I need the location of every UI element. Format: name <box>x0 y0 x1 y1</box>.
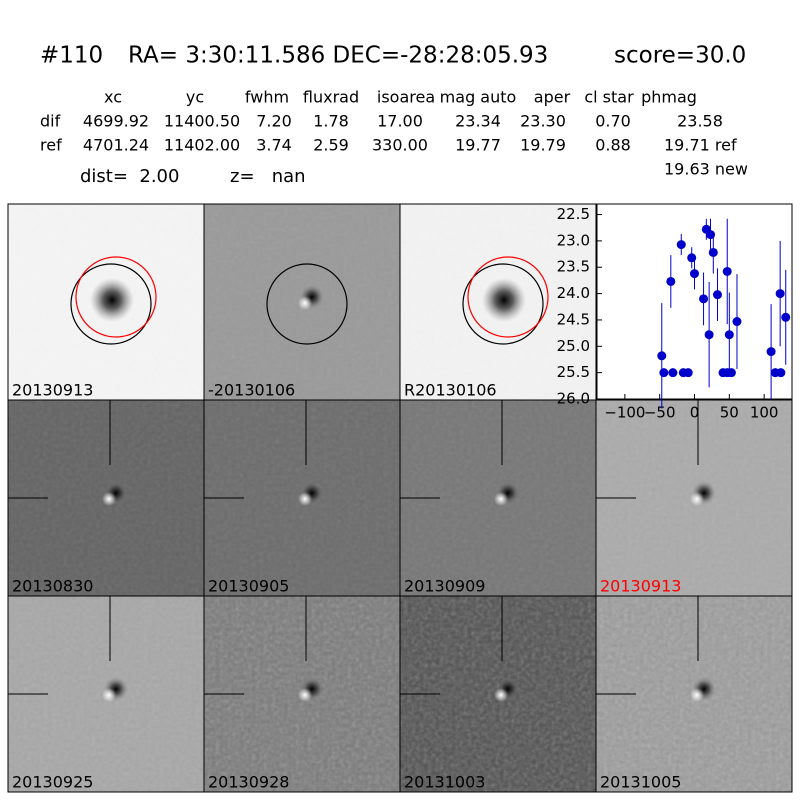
source-bright <box>690 688 704 702</box>
aperture-ref <box>75 256 157 338</box>
score: score=30.0 <box>614 43 746 69</box>
data-point <box>659 368 669 378</box>
data-point <box>722 266 732 276</box>
data-point <box>657 351 667 361</box>
column-header: xc <box>104 88 122 107</box>
source <box>482 278 526 322</box>
data-point <box>668 368 678 378</box>
x-tick-label: 50 <box>720 404 739 422</box>
data-point <box>776 368 786 378</box>
cell: 3.74 <box>256 136 292 155</box>
y-tick-label: 25.0 <box>557 337 590 355</box>
stamp-label: -20130106 <box>208 381 295 400</box>
cell: 17.00 <box>377 112 423 131</box>
stamp-label: 20130925 <box>12 773 93 792</box>
x-tick-label: −100 <box>604 404 645 422</box>
source-bright <box>102 492 116 506</box>
data-point <box>726 368 736 378</box>
y-tick-label: 26.0 <box>557 390 590 408</box>
column-header: yc <box>186 88 204 107</box>
y-tick-label: 25.5 <box>557 363 590 381</box>
cell: 19.79 <box>520 136 566 155</box>
aperture <box>462 263 544 345</box>
cell: 19.71 ref <box>664 136 737 155</box>
cell: 23.58 <box>677 112 723 131</box>
source-bright <box>494 492 508 506</box>
coordinates: RA= 3:30:11.586 DEC=-28:28:05.93 <box>128 43 548 69</box>
cell: 0.88 <box>595 136 631 155</box>
data-point <box>708 247 718 257</box>
source <box>90 278 134 322</box>
y-tick-label: 24.5 <box>557 310 590 328</box>
cell: 4699.92 <box>83 112 149 131</box>
data-point <box>699 294 709 304</box>
column-header: fwhm <box>245 88 289 107</box>
z: z= nan <box>230 166 306 187</box>
source-bright <box>690 492 704 506</box>
dist: dist= 2.00 <box>80 166 179 187</box>
stamp-label: 20130830 <box>12 577 93 596</box>
data-point <box>704 330 714 340</box>
y-tick-label: 24.0 <box>557 284 590 302</box>
cell: 19.77 <box>455 136 501 155</box>
cell: 7.20 <box>256 112 292 131</box>
data-point <box>775 289 785 299</box>
cell: 11402.00 <box>164 136 240 155</box>
data-point <box>690 269 699 279</box>
column-header: cl star <box>584 88 634 107</box>
cell: 0.70 <box>595 112 631 131</box>
data-point <box>732 317 742 327</box>
stamp-label: 20130928 <box>208 773 289 792</box>
stamp-label: 20130913 <box>600 577 681 596</box>
source-bright <box>298 492 312 506</box>
data-point <box>724 330 734 340</box>
x-tick-label: 0 <box>690 404 700 422</box>
y-tick-label: 23.5 <box>557 258 590 276</box>
stamp-frame <box>595 595 793 793</box>
x-tick-label: 100 <box>750 404 779 422</box>
cell: 11400.50 <box>164 112 240 131</box>
column-header: phmag <box>641 88 697 107</box>
plot-area <box>596 203 793 400</box>
y-tick-label: 23.0 <box>557 231 590 249</box>
row-label: ref <box>40 136 62 155</box>
cell: 4701.24 <box>83 136 149 155</box>
data-point <box>781 312 791 322</box>
source-bright <box>102 688 116 702</box>
stamp-label: R20130106 <box>404 381 497 400</box>
cell: 23.34 <box>455 112 501 131</box>
cell: 2.59 <box>313 136 349 155</box>
stamp-label: 20130905 <box>208 577 289 596</box>
candidate-id: #110 <box>40 43 103 69</box>
stamp-label: 20130909 <box>404 577 485 596</box>
data-point <box>687 253 697 263</box>
stamp-label: 20130913 <box>12 381 93 400</box>
aperture-ref <box>467 256 549 338</box>
phmag-new: 19.63 new <box>664 160 748 179</box>
column-header: fluxrad <box>303 88 359 107</box>
data-point <box>706 230 716 240</box>
data-point <box>712 290 722 300</box>
cell: 330.00 <box>372 136 428 155</box>
stamp-label: 20131003 <box>404 773 485 792</box>
cell: 23.30 <box>520 112 566 131</box>
data-point <box>676 240 686 250</box>
column-header: isoarea <box>377 88 435 107</box>
column-header: aper <box>534 88 571 107</box>
stamp-label: 20131005 <box>600 773 681 792</box>
source-bright <box>494 688 508 702</box>
source-bright <box>298 296 312 310</box>
data-point <box>766 347 776 357</box>
row-label: dif <box>40 112 61 131</box>
x-tick-label: −50 <box>644 404 676 422</box>
data-point <box>666 276 676 286</box>
source-bright <box>298 688 312 702</box>
y-tick-label: 22.5 <box>557 205 590 223</box>
aperture <box>266 263 348 345</box>
aperture <box>70 263 152 345</box>
cell: 1.78 <box>313 112 349 131</box>
data-point <box>683 368 693 378</box>
column-header: mag auto <box>440 88 517 107</box>
